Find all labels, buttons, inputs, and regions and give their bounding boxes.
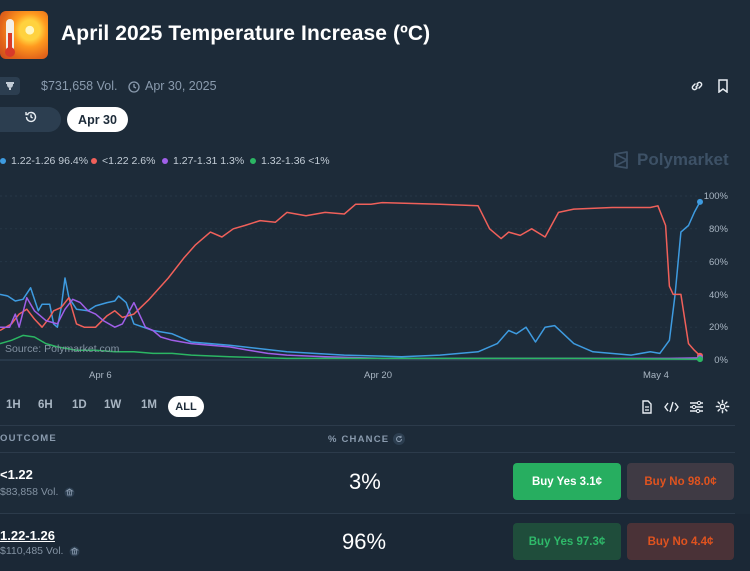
link-icon[interactable] <box>690 79 704 98</box>
series-end-point-1.32-1.36 <box>697 356 703 363</box>
series-line-1.22-1.26 <box>0 201 701 358</box>
trophy-icon[interactable] <box>0 77 20 95</box>
legend-item: 1.32-1.36 <1% <box>250 155 330 167</box>
clock-icon <box>128 80 140 98</box>
outcome-name[interactable]: <1.22 <box>0 467 33 482</box>
bookmark-icon[interactable] <box>717 79 729 98</box>
series-end-point-1.22-1.26 <box>697 198 703 205</box>
table-row[interactable]: 1.22-1.26 $110,485 Vol. 96% Buy Yes 97.3… <box>0 514 750 571</box>
settings-gear-icon[interactable] <box>715 399 730 419</box>
x-tick-label: Apr 20 <box>364 370 392 381</box>
series-line-1.32-1.36 <box>0 334 701 360</box>
column-header-outcome: OUTCOME <box>0 433 57 444</box>
history-icon <box>24 110 38 129</box>
legend-item: 1.27-1.31 1.3% <box>162 155 244 167</box>
timeframe-1h[interactable]: 1H <box>6 399 21 411</box>
divider <box>0 452 735 453</box>
series-line-1.27-1.31 <box>0 296 701 360</box>
history-button[interactable] <box>0 107 61 132</box>
bank-icon <box>69 546 80 557</box>
timeframe-1w[interactable]: 1W <box>104 399 122 411</box>
y-tick-label: 80% <box>708 224 728 235</box>
divider <box>0 513 735 514</box>
timeframe-1m[interactable]: 1M <box>141 399 157 411</box>
table-row[interactable]: <1.22 $83,858 Vol. 3% Buy Yes 3.1¢ Buy N… <box>0 453 750 513</box>
column-header-chance[interactable]: % CHANCE <box>328 433 406 445</box>
legend-item: 1.22-1.26 96.4% <box>0 155 88 167</box>
y-tick-label: 20% <box>708 322 728 333</box>
price-chart <box>0 195 703 363</box>
polymarket-logo: Polymarket <box>612 150 729 170</box>
y-tick-label: 100% <box>703 191 728 202</box>
table-row-highlight <box>0 514 750 571</box>
y-tick-label: 0% <box>714 355 728 366</box>
document-icon[interactable] <box>641 400 653 419</box>
legend-item: <1.22 2.6% <box>91 155 155 167</box>
x-tick-label: May 4 <box>643 370 669 381</box>
market-volume: $731,658 Vol. <box>41 79 118 93</box>
y-tick-label: 60% <box>708 257 728 268</box>
buy-no-button[interactable]: Buy No 4.4¢ <box>627 523 734 560</box>
timeframe-all[interactable]: ALL <box>168 396 204 417</box>
date-pill-button[interactable]: Apr 30 <box>67 107 128 132</box>
series-line-<1.22 <box>0 201 701 357</box>
page-title: April 2025 Temperature Increase (ºC) <box>61 22 431 45</box>
outcome-volume: $110,485 Vol. <box>0 545 80 557</box>
outcome-name[interactable]: 1.22-1.26 <box>0 528 55 543</box>
outcome-chance: 96% <box>342 529 387 554</box>
buy-no-button[interactable]: Buy No 98.0¢ <box>627 463 734 500</box>
buy-yes-button[interactable]: Buy Yes 3.1¢ <box>513 463 621 500</box>
timeframe-1d[interactable]: 1D <box>72 399 87 411</box>
end-date: Apr 30, 2025 <box>145 79 217 93</box>
divider <box>0 425 735 426</box>
y-tick-label: 40% <box>708 290 728 301</box>
sliders-icon[interactable] <box>689 400 704 419</box>
buy-yes-button[interactable]: Buy Yes 97.3¢ <box>513 523 621 560</box>
refresh-icon[interactable] <box>393 433 406 445</box>
bank-icon <box>64 487 75 498</box>
embed-icon[interactable] <box>664 400 679 419</box>
outcome-volume: $83,858 Vol. <box>0 486 75 498</box>
legend-dot <box>0 158 6 164</box>
chart-source: Source: Polymarket.com <box>5 343 120 355</box>
outcome-chance: 3% <box>349 469 381 494</box>
timeframe-6h[interactable]: 6H <box>38 399 53 411</box>
x-tick-label: Apr 6 <box>89 370 112 381</box>
market-thumbnail <box>0 11 48 59</box>
polymarket-icon <box>614 151 628 169</box>
